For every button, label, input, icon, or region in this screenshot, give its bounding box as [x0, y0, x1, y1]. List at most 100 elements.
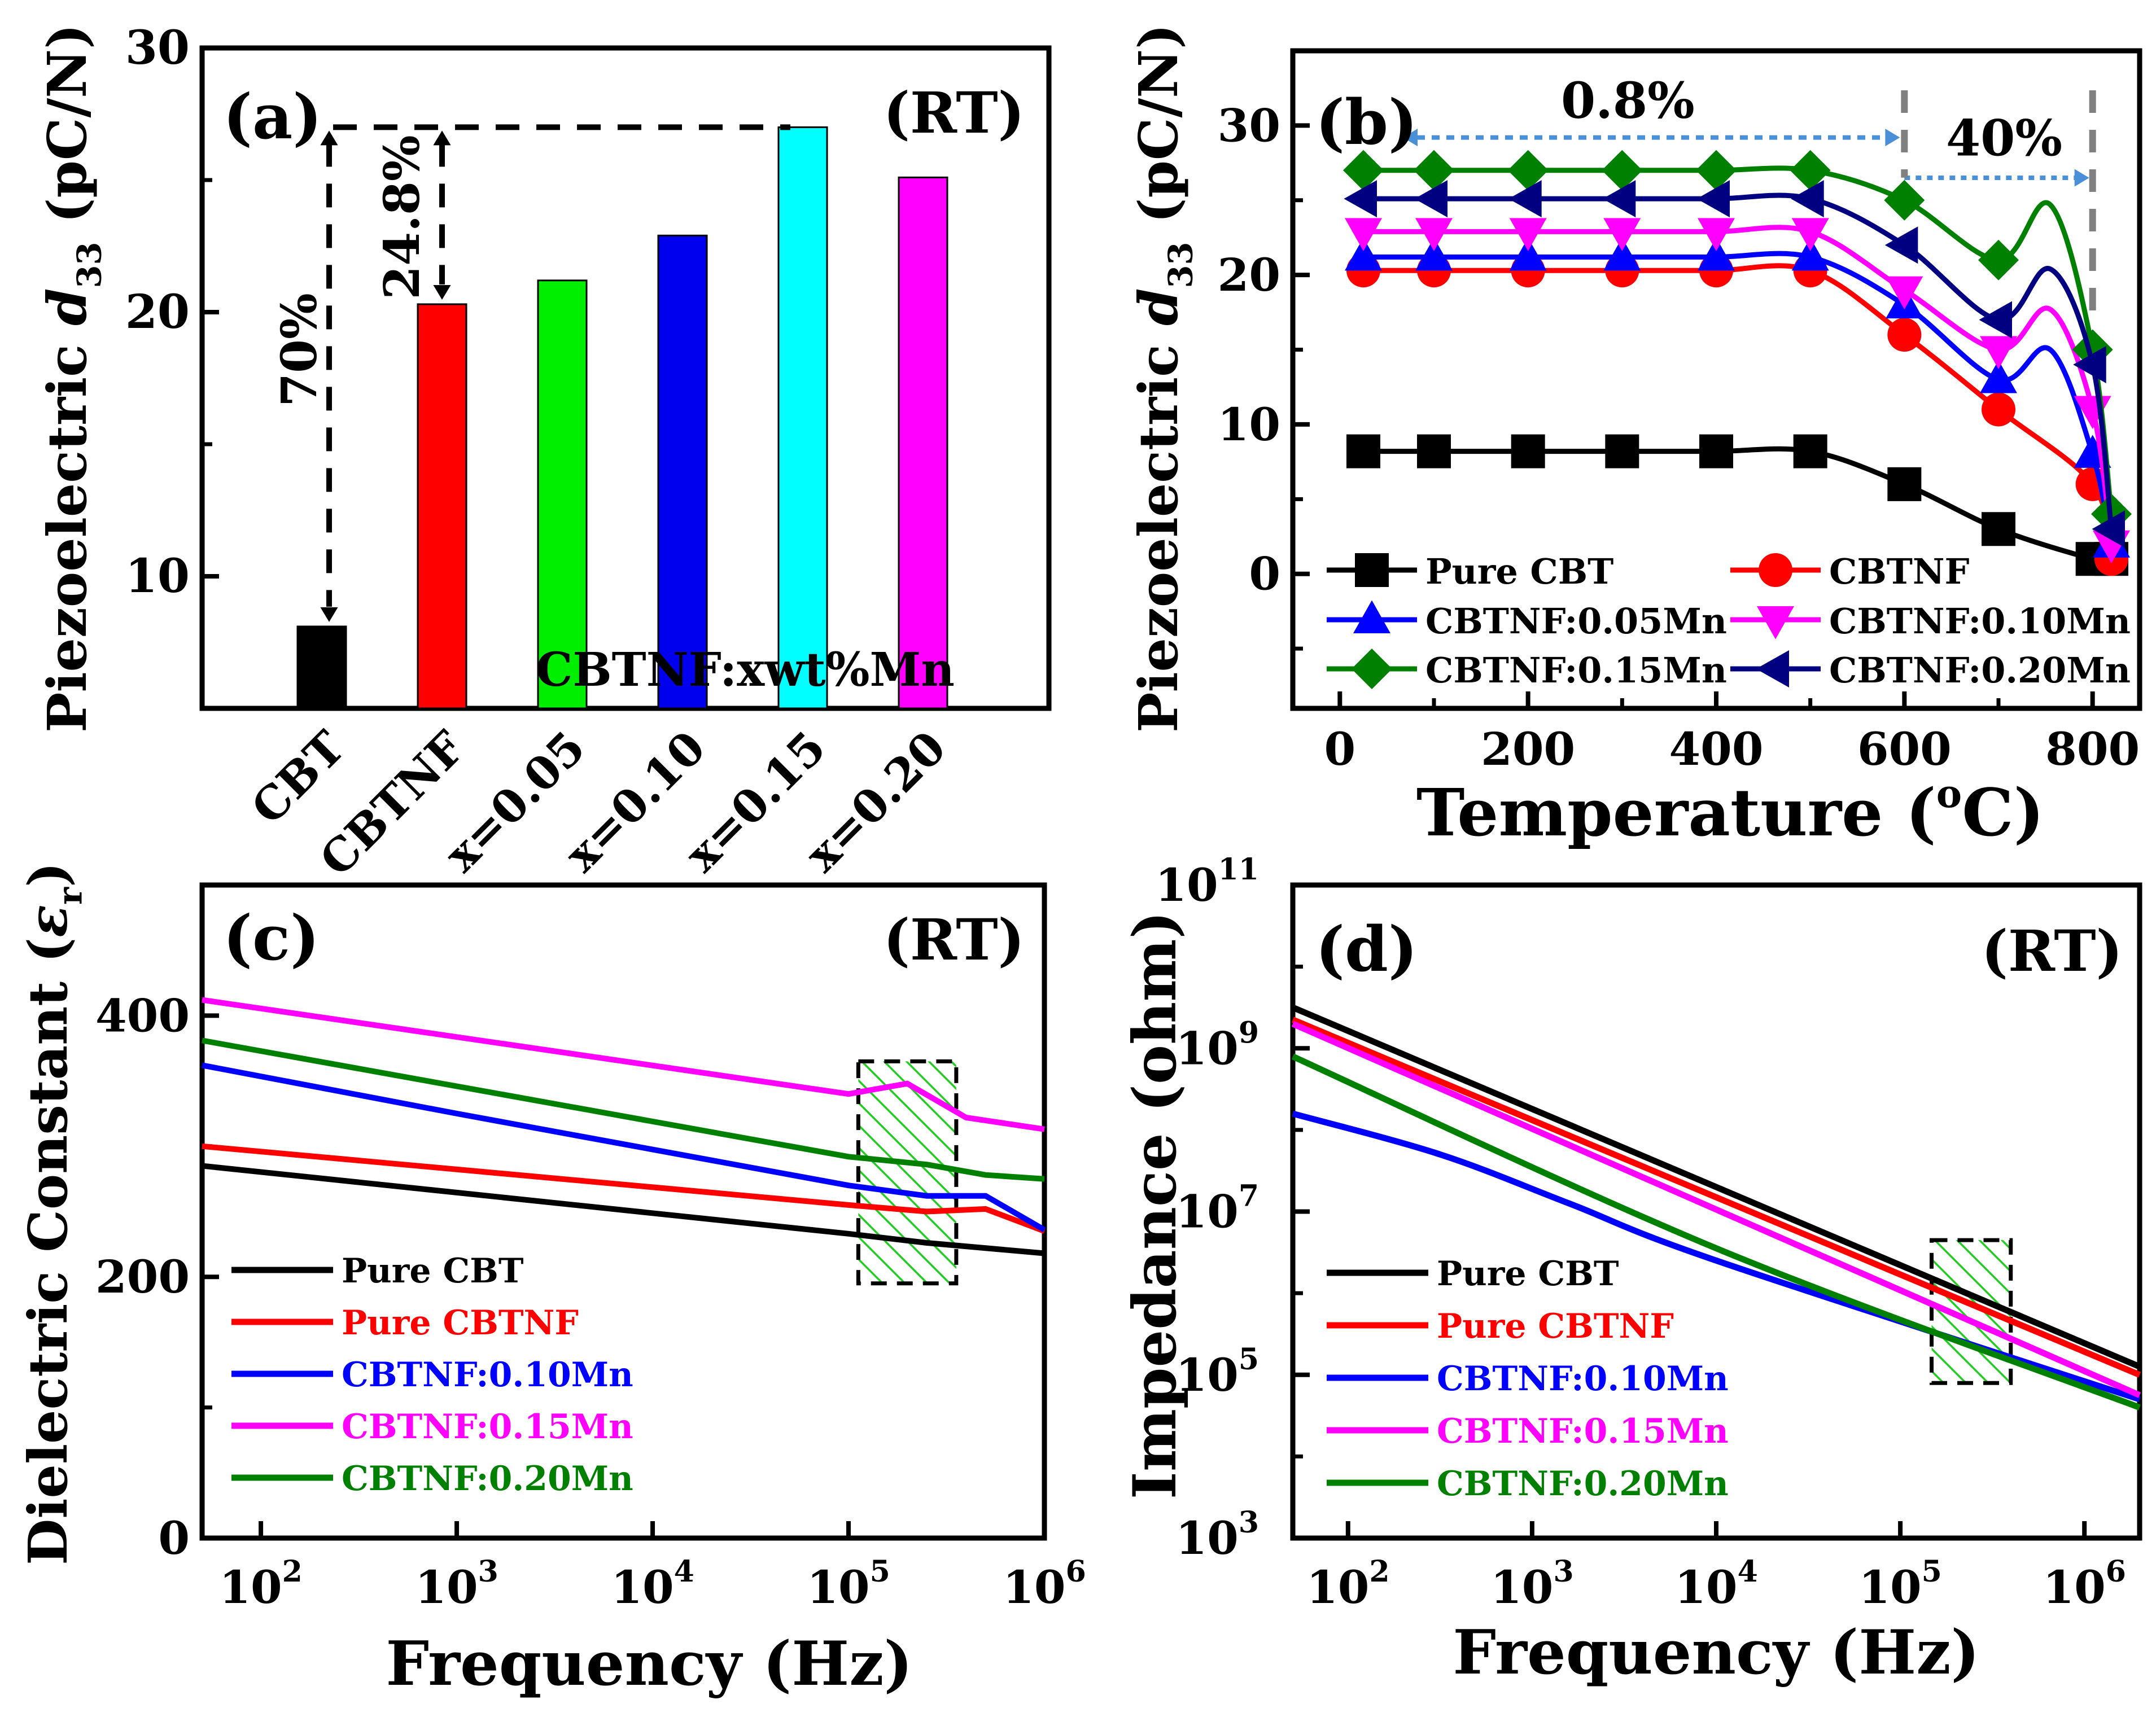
legend-label: Pure CBT: [1437, 1254, 1619, 1294]
bar-x=0.10: [657, 234, 708, 709]
panel-label: (b): [1315, 86, 1418, 159]
data-point: [1696, 150, 1737, 191]
annotation-0-8pct: 0.8%: [1561, 71, 1695, 130]
y-tick-label: 400: [95, 989, 190, 1042]
panel-b-temperature-chart: 0 200 400 600 800 0 10 20 30 0.8% 40% (b) Pure CBT CB…: [1127, 24, 2142, 851]
series-line-pure-cbt: [1291, 1004, 2141, 1370]
y-tick-label: 200: [95, 1250, 190, 1303]
y-axis-label: Impedance (ohm): [1119, 911, 1189, 1499]
data-point: [1790, 150, 1831, 191]
condition-label: (RT): [884, 906, 1025, 973]
x-tick-label: 200: [1481, 722, 1575, 776]
axes-frame: [199, 45, 1052, 711]
data-point: [1886, 276, 1923, 310]
data-point: [1343, 150, 1384, 191]
axes-frame: [199, 882, 1047, 1541]
data-point: [1603, 218, 1641, 251]
data-point: [1345, 218, 1382, 251]
arrow-head-down: [433, 284, 451, 300]
x-tick-label: 106: [2043, 1554, 2126, 1614]
data-point: [1698, 218, 1735, 251]
series-line-pure-cbt: [1363, 446, 2112, 564]
data-point: [1887, 318, 1922, 352]
series-line-pure-cbt: [202, 1163, 1045, 1256]
data-point: [1507, 150, 1549, 191]
series-line-cbtnf-0-05mn: [1363, 251, 2114, 545]
data-point: [1509, 237, 1547, 271]
legend-label: CBTNF:0.15Mn: [342, 1407, 633, 1447]
data-point: [1605, 434, 1639, 468]
data-point: [1980, 336, 2017, 369]
annotation-24-8pct: 24.8%: [374, 135, 431, 299]
series-line-cbtnf: [1363, 263, 2114, 560]
data-point: [1982, 512, 2015, 546]
data-point: [1344, 180, 1377, 218]
data-point: [1884, 179, 1925, 221]
legend-marker: [1353, 600, 1390, 633]
legend-label: CBTNF: [1829, 551, 1970, 592]
panel-a-bar-chart: 102030CBTCBTNFx=0.05x=0.10x=0.15x=0.20Pi…: [36, 21, 1052, 886]
x-tick-label: 800: [2045, 722, 2140, 776]
y-axis-label: Piezoelectric d33 (pC/N): [36, 24, 109, 733]
legend-label: Pure CBT: [1425, 551, 1613, 592]
data-point: [1346, 434, 1380, 468]
group-label: CBTNF:xwt%Mn: [536, 643, 955, 697]
x-axis-label: Frequency (Hz): [386, 1628, 912, 1700]
condition-label: (RT): [884, 80, 1025, 146]
condition-label: (RT): [1982, 918, 2123, 984]
legend-label: Pure CBTNF: [1437, 1307, 1674, 1346]
series-line-cbtnf-0-15mn: [1291, 1020, 2141, 1398]
y-tick-label: 10: [1218, 398, 1280, 451]
data-point: [1602, 150, 1643, 191]
legend-marker: [1756, 650, 1789, 687]
arrow-head-up: [320, 130, 338, 146]
legend-label: CBTNF:0.15Mn: [1425, 650, 1727, 691]
data-point: [1417, 434, 1451, 468]
data-point: [1982, 392, 2015, 427]
x-tick-label: 400: [1669, 722, 1764, 776]
bar-x=0.05: [537, 279, 588, 709]
annotation-70pct: 70%: [271, 293, 328, 406]
arrow-head-right: [1885, 128, 1900, 147]
x-tick-label: 103: [415, 1554, 498, 1614]
data-point: [1415, 218, 1453, 251]
data-point: [1791, 218, 1829, 251]
data-point: [2073, 346, 2106, 383]
x-axis-label: Frequency (Hz): [1453, 1617, 1979, 1688]
bar-cbtnf: [417, 303, 467, 709]
data-point: [1602, 180, 1636, 218]
y-tick-label: 30: [1218, 99, 1280, 152]
legend-marker: [1759, 553, 1792, 587]
arrow-head-down: [320, 607, 338, 622]
data-point: [1979, 301, 2012, 339]
y-axis-label: Piezoelectric d33 (pC/N): [1127, 24, 1200, 733]
data-point: [1980, 360, 2017, 393]
data-point: [1699, 434, 1733, 468]
y-tick-label: 1011: [1155, 852, 1259, 912]
data-point: [1698, 237, 1735, 271]
x-axis-label: Temperature (oC): [1416, 772, 2044, 851]
x-tick-label: 102: [219, 1554, 303, 1614]
x-tick-label: 104: [611, 1554, 694, 1614]
data-point: [1791, 237, 1829, 271]
arrow-head-up: [433, 130, 451, 146]
x-tick-label: 104: [1674, 1554, 1758, 1614]
data-point: [2092, 510, 2125, 548]
data-point: [1603, 237, 1641, 271]
data-point: [1793, 434, 1827, 468]
legend-label: CBTNF:0.20Mn: [1437, 1464, 1729, 1504]
panel-label: (a): [223, 80, 322, 153]
y-tick-label: 20: [1218, 248, 1280, 301]
legend-label: CBTNF:0.15Mn: [1437, 1412, 1729, 1451]
legend-label: CBTNF:0.10Mn: [1829, 601, 2131, 642]
series-line-pure-cbtnf: [1291, 1017, 2141, 1378]
data-point: [1345, 237, 1382, 271]
data-point: [1415, 237, 1453, 271]
y-tick-label: 10: [125, 549, 190, 603]
legend-label: CBTNF:0.05Mn: [1425, 601, 1727, 642]
legend-marker: [1352, 649, 1392, 689]
panel-label: (d): [1315, 913, 1418, 985]
y-tick-label: 0: [1249, 547, 1280, 601]
series-line-cbtnf-0-10mn: [1292, 1110, 2141, 1403]
